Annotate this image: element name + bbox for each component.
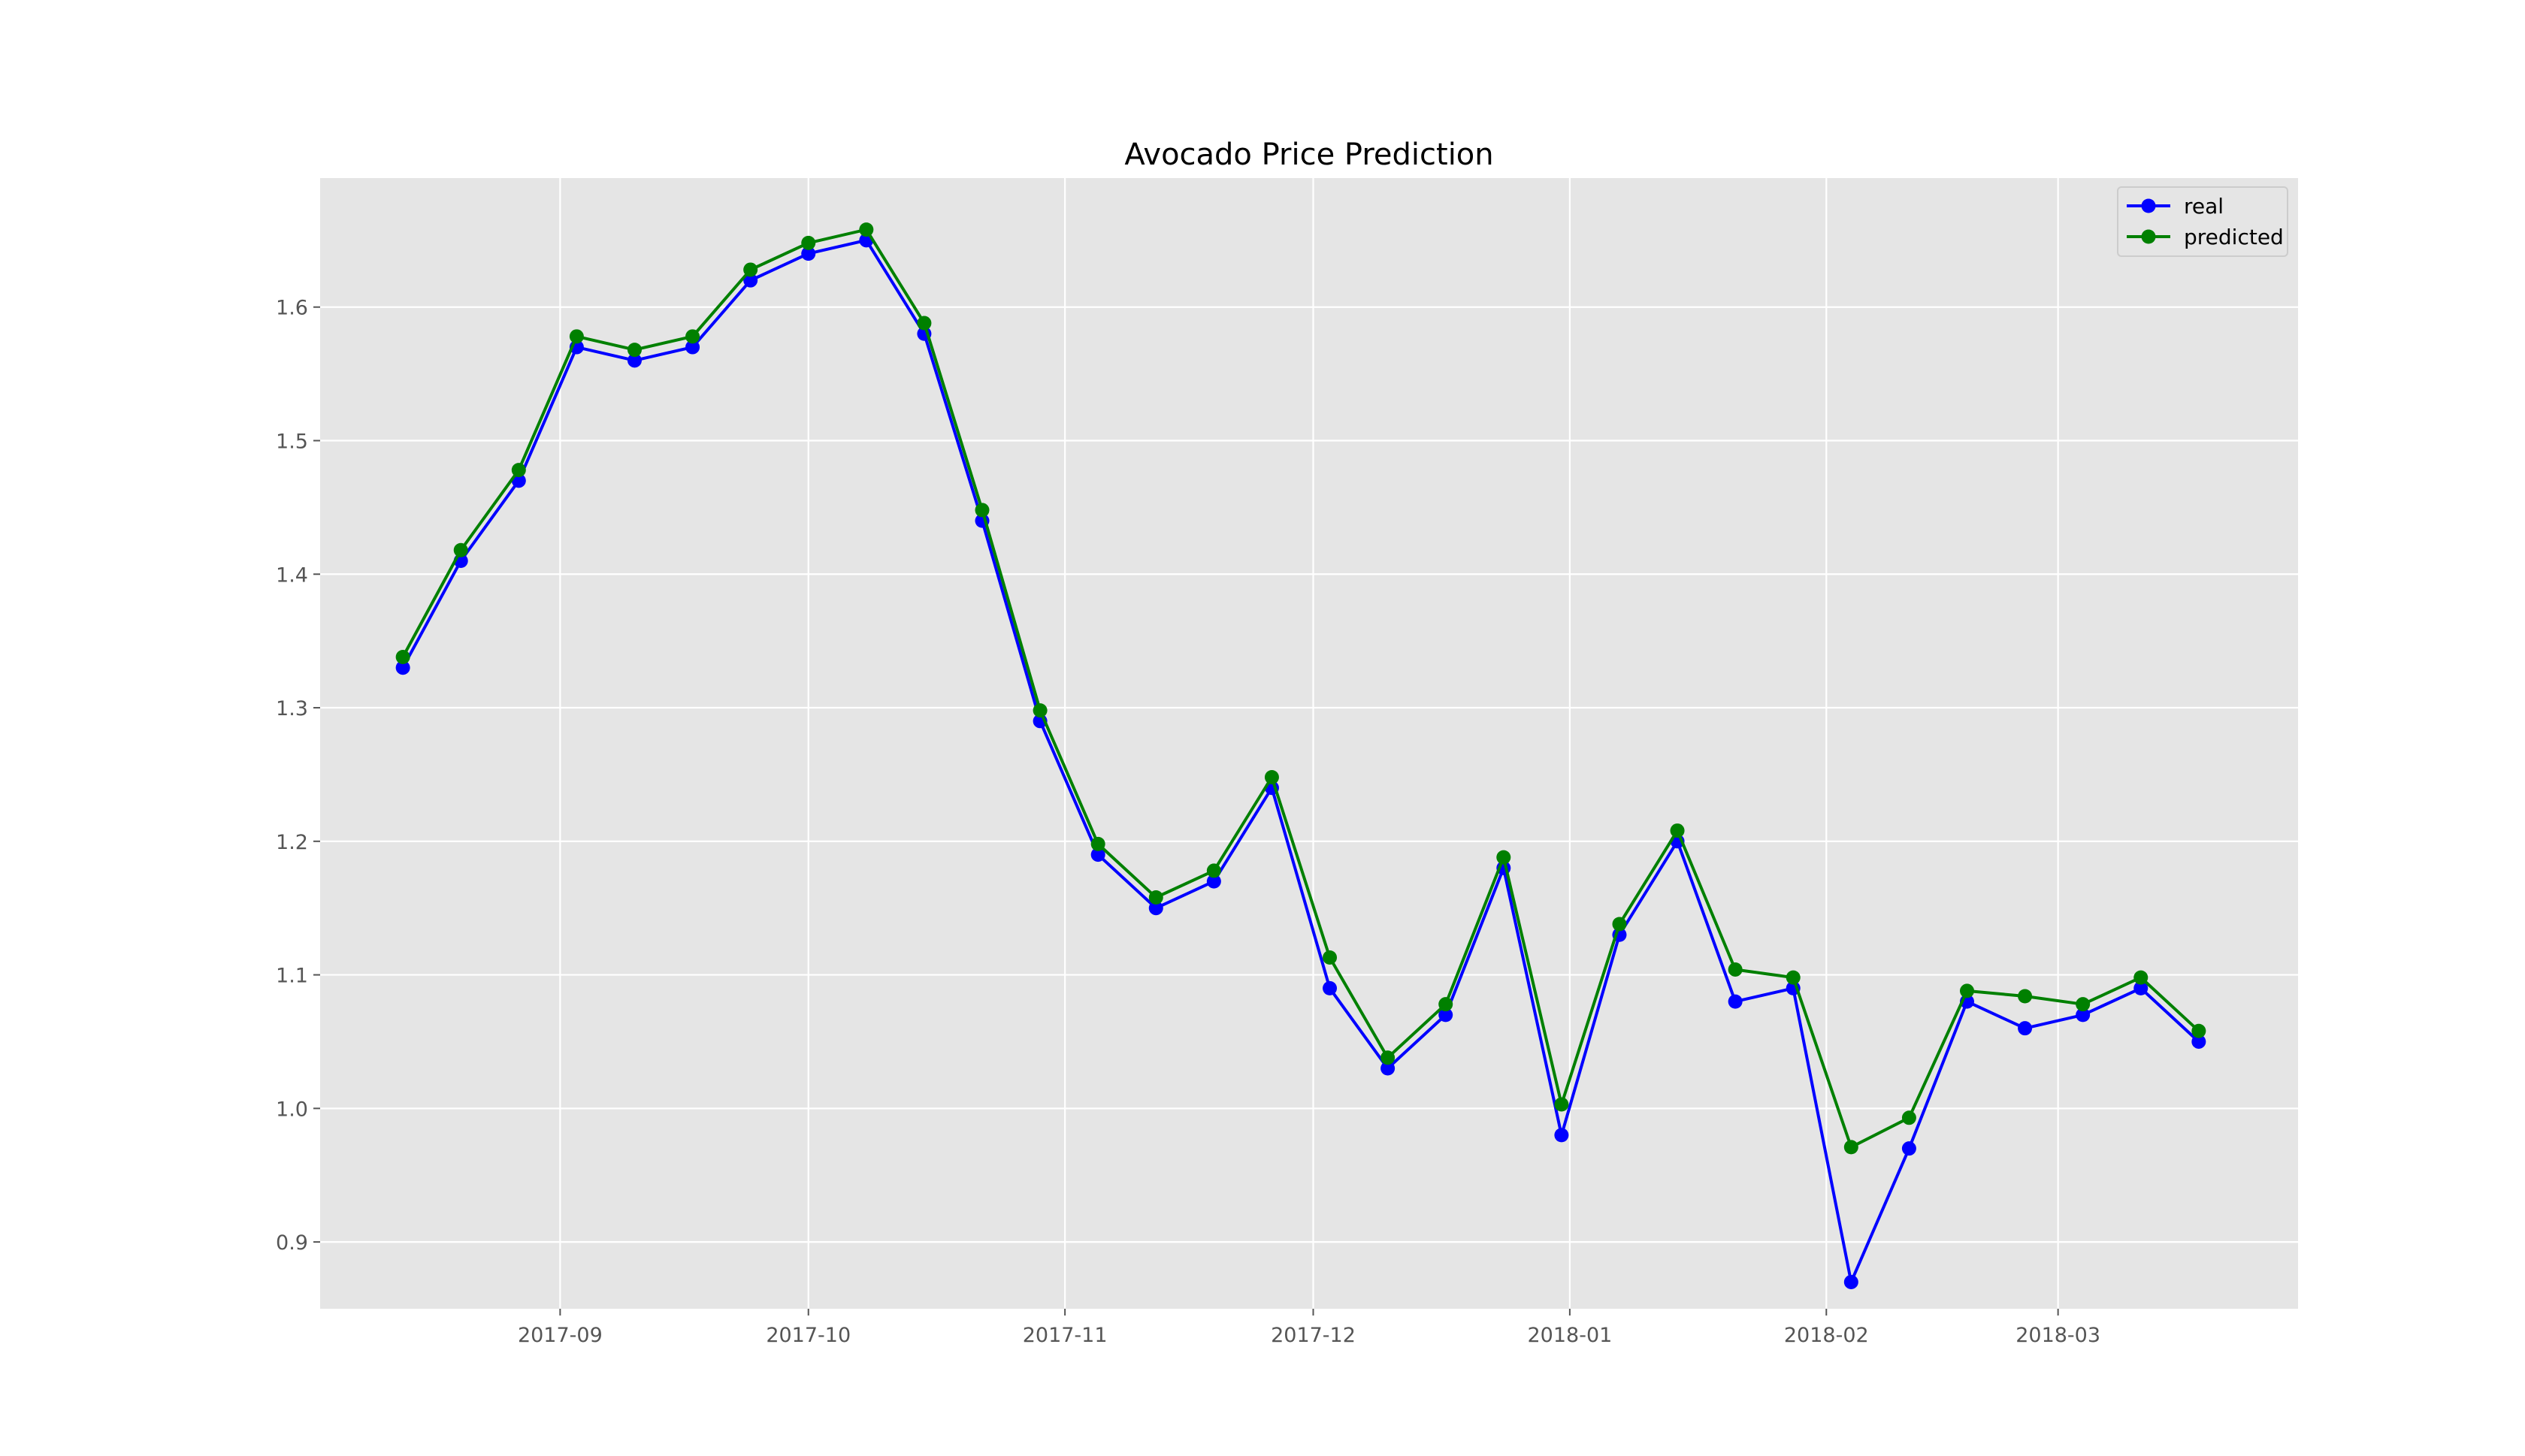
legend-marker (2141, 198, 2156, 213)
data-point-predicted (569, 329, 584, 344)
axis-ticks: 0.9 1.0 1.1 1.2 1.3 1.4 1.5 1.6 2017-09 2017-10 20… (276, 297, 2100, 1347)
legend-entry-real: real (2127, 194, 2224, 219)
data-point-predicted (453, 542, 468, 557)
y-tick-label: 0.9 (276, 1231, 308, 1255)
data-point-predicted (801, 235, 816, 250)
data-point-predicted (1438, 997, 1453, 1012)
x-tick-label: 2017-09 (518, 1324, 603, 1347)
y-tick-label: 1.4 (276, 563, 308, 587)
data-point-predicted (1728, 962, 1743, 977)
y-tick-label: 1.3 (276, 697, 308, 720)
legend-entry-predicted: predicted (2127, 225, 2284, 249)
legend-label: real (2184, 194, 2224, 219)
data-point-predicted (2133, 970, 2149, 985)
data-point-predicted (395, 649, 410, 664)
series-line-real (401, 238, 2200, 1284)
data-point-predicted (1554, 1097, 1569, 1112)
data-point-real (395, 660, 410, 675)
data-point-real (801, 246, 816, 261)
data-point-predicted (1843, 1140, 1858, 1155)
legend-label: predicted (2184, 225, 2284, 249)
y-tick-label: 1.6 (276, 297, 308, 320)
data-point-predicted (511, 463, 526, 478)
x-tick-label: 2017-10 (766, 1324, 851, 1347)
series-real (395, 233, 2206, 1289)
data-point-real (1843, 1274, 1858, 1289)
data-point-predicted (627, 343, 642, 358)
plot-area (320, 178, 2298, 1309)
series-predicted (395, 222, 2206, 1155)
data-point-predicted (1323, 950, 1338, 965)
data-point-predicted (685, 329, 700, 344)
x-tick-label: 2018-03 (2015, 1324, 2100, 1347)
data-point-predicted (975, 503, 990, 518)
y-tick-label: 1.1 (276, 965, 308, 988)
data-point-real (743, 273, 758, 288)
data-point-predicted (1090, 836, 1105, 851)
data-point-predicted (1206, 863, 1221, 878)
series-line-predicted (401, 228, 2200, 1149)
data-point-predicted (1148, 890, 1163, 905)
data-point-predicted (1901, 1110, 1916, 1125)
data-point-predicted (1670, 823, 1685, 838)
data-point-real (1554, 1128, 1569, 1143)
x-tick-label: 2018-02 (1784, 1324, 1869, 1347)
series (395, 222, 2206, 1289)
x-tick-label: 2017-12 (1271, 1324, 1356, 1347)
data-point-predicted (1033, 703, 1048, 718)
data-point-real (1206, 874, 1221, 889)
data-point-real (1148, 901, 1163, 916)
data-point-predicted (1380, 1050, 1396, 1065)
data-point-real (685, 340, 700, 355)
data-point-predicted (859, 222, 874, 237)
data-point-real (1090, 847, 1105, 862)
data-point-real (2191, 1034, 2206, 1049)
y-tick-label: 1.2 (276, 831, 308, 854)
data-point-predicted (1786, 970, 1801, 985)
data-point-predicted (1264, 769, 1279, 784)
data-point-real (1728, 994, 1743, 1009)
data-point-predicted (1496, 850, 1511, 865)
data-point-predicted (2191, 1023, 2206, 1038)
data-point-real (1438, 1007, 1453, 1023)
legend: real predicted (2117, 186, 2288, 257)
data-point-real (1901, 1141, 1916, 1156)
data-point-real (1380, 1061, 1396, 1076)
chart-title: Avocado Price Prediction (1124, 137, 1493, 172)
data-point-predicted (1612, 917, 1627, 932)
y-tick-label: 1.5 (276, 430, 308, 453)
data-point-real (1323, 980, 1338, 995)
legend-marker (2141, 229, 2156, 244)
data-point-real (2133, 980, 2149, 995)
y-tick-label: 1.0 (276, 1098, 308, 1121)
grid (320, 178, 2298, 1309)
data-point-predicted (2018, 989, 2033, 1004)
x-tick-label: 2017-11 (1023, 1324, 1108, 1347)
data-point-predicted (743, 262, 758, 277)
data-point-real (627, 353, 642, 368)
data-point-real (2076, 1007, 2091, 1023)
x-tick-label: 2018-01 (1527, 1324, 1612, 1347)
data-point-predicted (917, 316, 932, 331)
data-point-real (2018, 1021, 2033, 1036)
data-point-predicted (1959, 983, 1974, 998)
data-point-predicted (2076, 997, 2091, 1012)
